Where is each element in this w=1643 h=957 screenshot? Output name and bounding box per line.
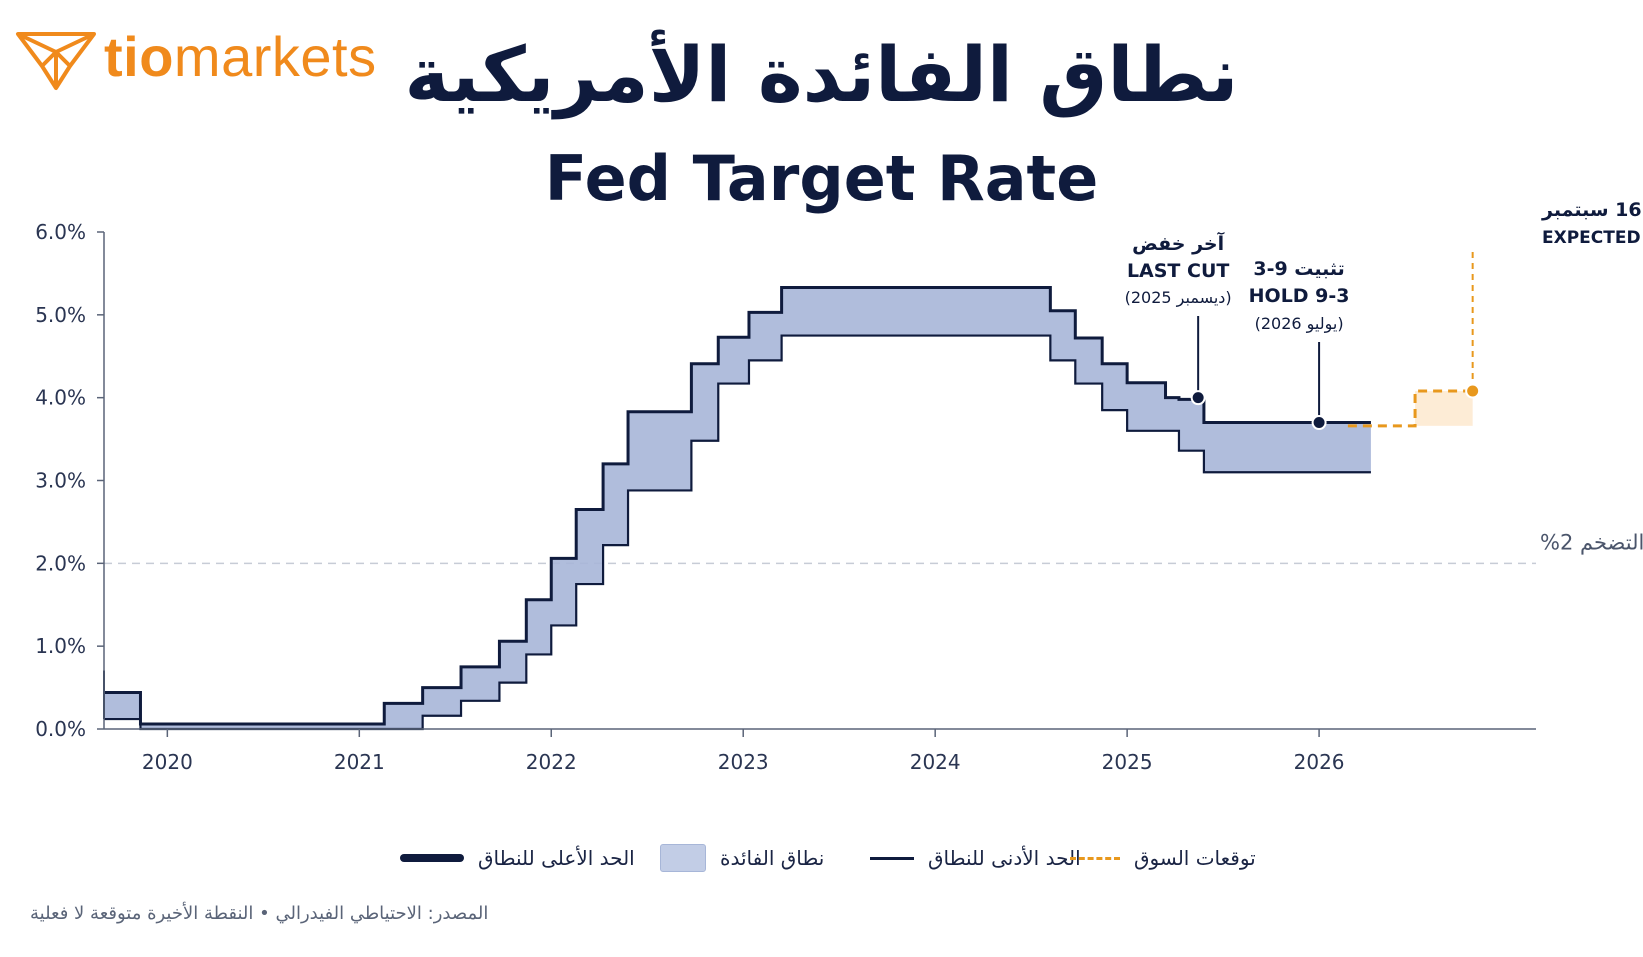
y-tick-label: 4.0%: [35, 386, 86, 410]
y-tick-label: 2.0%: [35, 551, 86, 575]
legend-label-lower: الحد الأدنى للنطاق: [928, 846, 1081, 870]
legend-label-band: نطاق الفائدة: [720, 846, 825, 870]
brand-name-part2: markets: [173, 25, 377, 88]
legend-item-band: نطاق الفائدة: [660, 838, 824, 878]
brand-name: tiomarkets: [104, 24, 377, 89]
x-tick-label: 2024: [910, 750, 961, 774]
legend-item-forecast: توقعات السوق: [1070, 838, 1256, 878]
annotation-dot: [1311, 415, 1327, 431]
annotation-text: متوقع 16 سبتمبر: [1541, 199, 1643, 221]
annotation-text: (ديسمبر 2025): [1125, 288, 1232, 308]
source-note: المصدر: الاحتياطي الفيدرالي • النقطة الأ…: [30, 903, 489, 924]
legend-item-lower: الحد الأدنى للنطاق: [870, 838, 1081, 878]
y-tick-label: 3.0%: [35, 469, 86, 493]
legend-swatch-upper: [400, 854, 464, 862]
forecast-dashed-line: [1347, 389, 1473, 428]
legend-label-upper: الحد الأعلى للنطاق: [478, 846, 635, 870]
brand-name-part1: tio: [104, 25, 174, 88]
annotation-text: آخر خفض: [1132, 231, 1224, 255]
y-tick-label: 0.0%: [35, 717, 86, 741]
rate-band-area: [104, 287, 1371, 729]
annotation-text: LAST CUT: [1127, 260, 1229, 282]
y-tick-label: 1.0%: [35, 634, 86, 658]
x-tick-label: 2025: [1102, 750, 1153, 774]
legend-swatch-lower: [870, 856, 914, 860]
x-tick-label: 2020: [142, 750, 193, 774]
y-tick-label: 6.0%: [35, 220, 86, 244]
x-tick-label: 2021: [334, 750, 385, 774]
forecast-fill-area: [1415, 391, 1473, 426]
annotation-dot: [1190, 390, 1206, 406]
annotation-text: EXPECTED 16 SEP: [1542, 228, 1643, 248]
chart-title-arabic: نطاق الفائدة الأمريكية: [404, 30, 1239, 119]
legend-swatch-band: [660, 844, 706, 872]
x-tick-label: 2022: [526, 750, 577, 774]
chart-title-english: Fed Target Rate: [544, 142, 1099, 215]
x-tick-label: 2023: [718, 750, 769, 774]
inflation-target-label: هدف التضخم 2%: [1540, 530, 1643, 555]
tiomarkets-logo-icon: [16, 32, 96, 90]
annotation-text: تثبيت 9-3: [1253, 258, 1345, 280]
annotation-dot: [1465, 383, 1481, 399]
chart-legend: الحد الأعلى للنطاق نطاق الفائدة الحد الأ…: [0, 838, 1643, 878]
tiomarkets-logo: [16, 32, 96, 90]
legend-swatch-forecast: [1070, 856, 1120, 860]
lower-bound-line: [104, 334, 1371, 731]
upper-bound-line: [104, 285, 1371, 726]
x-tick-label: 2026: [1294, 750, 1345, 774]
annotation-text: HOLD 9-3: [1249, 285, 1350, 307]
y-tick-label: 5.0%: [35, 303, 86, 327]
annotation-text: (يوليو 2026): [1255, 314, 1344, 334]
legend-item-upper: الحد الأعلى للنطاق: [400, 838, 635, 878]
legend-label-forecast: توقعات السوق: [1134, 846, 1256, 870]
